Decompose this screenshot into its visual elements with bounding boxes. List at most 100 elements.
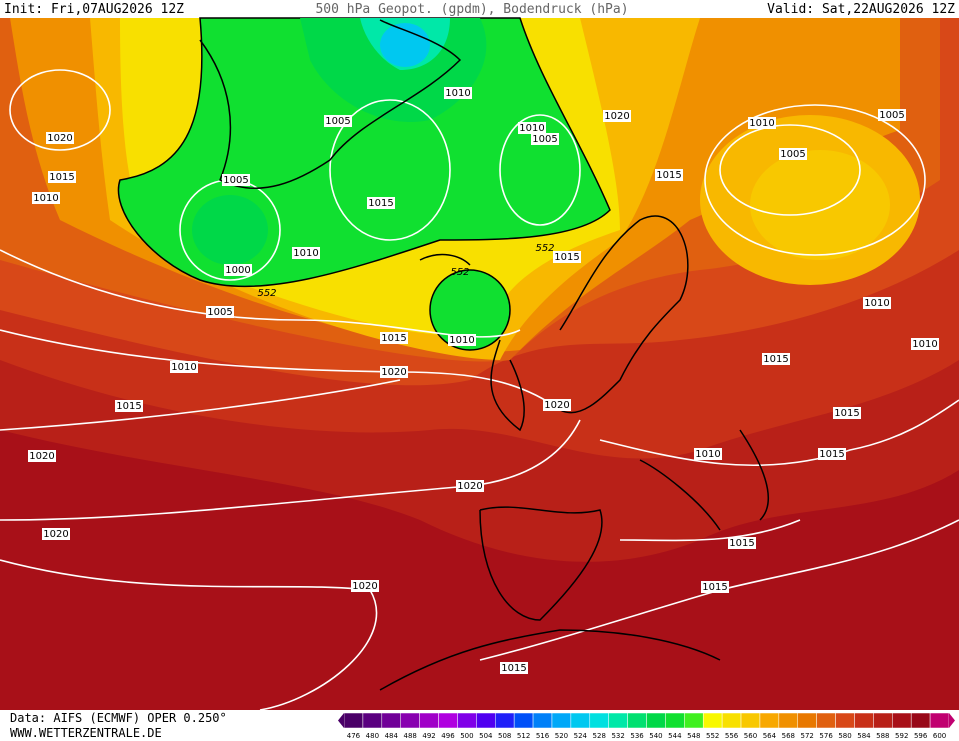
colorbar-swatch (551, 712, 572, 729)
label-box (324, 115, 352, 127)
colorbar-label: 584 (857, 732, 871, 740)
isobar-label: 1010 (864, 298, 889, 309)
isobar-label: 1015 (656, 170, 681, 181)
isobar (9, 69, 111, 151)
isobar-labels: 1020101510101005101010051015101010005521… (28, 87, 939, 674)
label-box (543, 399, 571, 411)
isobar (0, 379, 401, 431)
coastline (379, 629, 721, 691)
label-box (48, 171, 76, 183)
label-box (292, 247, 320, 259)
isobar (0, 559, 378, 711)
isobar-label: 1015 (368, 198, 393, 209)
label-box (762, 353, 790, 365)
colorbar-label: 528 (593, 732, 606, 740)
colorbar-swatch (873, 712, 893, 729)
label-box (878, 109, 906, 121)
band (750, 150, 890, 260)
colorbar-label: 496 (441, 732, 455, 740)
isobar-label: 1000 (225, 265, 250, 276)
isobar-label: 1010 (912, 339, 937, 350)
colorbar-swatch (457, 712, 477, 729)
label-box (380, 366, 408, 378)
colorbar-label: 552 (706, 732, 719, 740)
coastline (559, 215, 689, 414)
isobar (619, 519, 801, 542)
colorbar-label: 580 (838, 732, 851, 740)
colorbar-swatch (362, 712, 383, 729)
colorbar-swatch (419, 712, 439, 729)
colorbar-label: 500 (460, 732, 473, 740)
colorbar-swatch (532, 712, 553, 729)
label-box (42, 528, 70, 540)
isobar-label: 1015 (834, 408, 859, 419)
label-box (911, 338, 939, 350)
colorbar-swatch (589, 712, 609, 729)
colorbar-label: 568 (782, 732, 795, 740)
colorbar-label: 532 (611, 732, 624, 740)
isobar-label: 1015 (702, 582, 727, 593)
label-box (115, 400, 143, 412)
colorbar-label: 484 (385, 732, 399, 740)
site-url: WWW.WETTERZENTRALE.DE (10, 726, 162, 740)
isobar (329, 99, 451, 241)
isobar-label: 1020 (381, 367, 406, 378)
colorbar-swatch (759, 712, 780, 729)
coastline (639, 429, 769, 531)
label-box (456, 480, 484, 492)
colorbar-label: 600 (933, 732, 946, 740)
isobar (0, 419, 581, 521)
geopotential-field (0, 17, 959, 710)
coastline (490, 339, 525, 432)
label-box (32, 192, 60, 204)
colorbar-swatch (816, 712, 836, 729)
label-box (448, 334, 476, 346)
isobar-label: 1015 (501, 663, 526, 674)
colorbar-label: 508 (498, 732, 511, 740)
colorbar-swatch (721, 712, 742, 729)
colorbar-swatch (343, 712, 364, 729)
colorbar-swatch (910, 712, 931, 729)
coastline (419, 253, 471, 266)
data-source: Data: AIFS (ECMWF) OPER 0.250° (10, 711, 227, 725)
isobar-label: 1010 (171, 362, 196, 373)
colorbar-label: 524 (574, 732, 588, 740)
label-box (553, 251, 581, 263)
coastlines (199, 19, 769, 691)
isobar-label: 1015 (49, 172, 74, 183)
colorbar-label: 480 (366, 732, 379, 740)
label-box (380, 332, 408, 344)
colorbar-arrow (949, 713, 955, 728)
isobar (499, 114, 581, 226)
label-box (603, 110, 631, 122)
label-box (531, 133, 559, 145)
colorbar-label: 536 (630, 732, 644, 740)
label-box (655, 169, 683, 181)
colorbar-label: 556 (725, 732, 739, 740)
colorbar-swatch (778, 712, 798, 729)
colorbar-label: 560 (744, 732, 757, 740)
colorbar-swatch (608, 712, 628, 729)
label-box (694, 448, 722, 460)
isobar-label: 1010 (449, 335, 474, 346)
isobar-label: 1015 (729, 538, 754, 549)
coastline (199, 19, 462, 189)
isobar (0, 329, 561, 411)
isobar-label: 1010 (293, 248, 318, 259)
colorbar-swatch (854, 712, 874, 729)
label-box (500, 662, 528, 674)
isobar-label: 1020 (43, 529, 68, 540)
label-box (701, 581, 729, 593)
isobar-label: 1015 (763, 354, 788, 365)
colorbar-label: 572 (801, 732, 814, 740)
colorbar-label: 520 (555, 732, 568, 740)
isobar-label: 1010 (749, 118, 774, 129)
colorbar-label: 504 (479, 732, 493, 740)
label-box (170, 361, 198, 373)
label-box (833, 407, 861, 419)
band (429, 269, 511, 351)
colorbar-label: 544 (668, 732, 682, 740)
label-box (351, 580, 379, 592)
label-box (518, 122, 546, 134)
isobar-label: 1020 (352, 581, 377, 592)
